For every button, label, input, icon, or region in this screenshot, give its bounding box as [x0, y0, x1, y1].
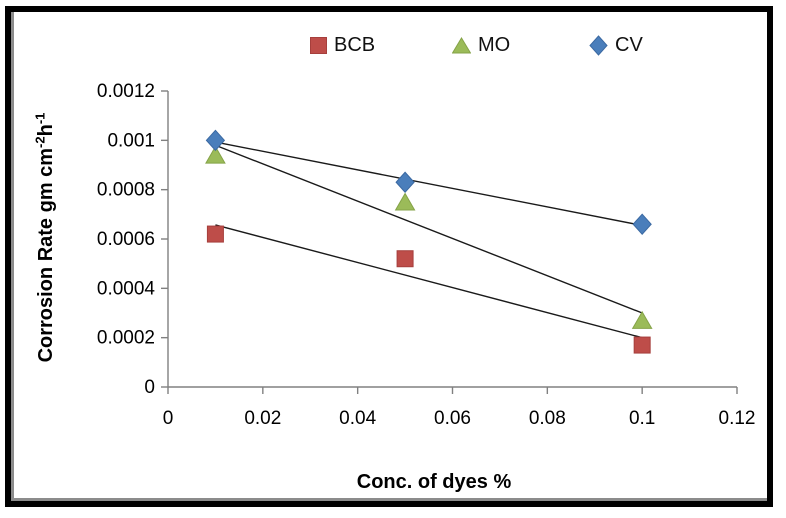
- y-tick-label: 0.001: [107, 130, 155, 151]
- data-point-cv-0.01: [205, 129, 226, 152]
- legend-label-bcb: BCB: [334, 34, 376, 56]
- data-point-cv-0.1: [632, 213, 652, 235]
- y-tick-label: 0.0012: [97, 81, 155, 102]
- legend-item-bcb: BCB: [310, 33, 375, 57]
- data-point-mo-0.01: [205, 145, 226, 164]
- legend-item-mo: MO: [452, 33, 510, 57]
- trendline-cv: [215, 141, 643, 227]
- y-axis-title-superscript: -1: [32, 112, 48, 125]
- x-tick-label: 0.1: [629, 408, 655, 429]
- cv-diamond-icon: [589, 34, 608, 56]
- picture-frame-border: [5, 6, 773, 507]
- x-tick-label: 0.04: [339, 408, 376, 429]
- data-point-bcb-0.01: [206, 225, 224, 243]
- legend-label-mo: MO: [478, 34, 511, 56]
- trendline-bcb: [215, 224, 643, 339]
- trendline-mo: [215, 144, 643, 314]
- x-tick-label: 0.06: [434, 408, 471, 429]
- legend-item-cv: CV: [589, 33, 643, 57]
- data-point-bcb-0.05: [396, 250, 414, 268]
- x-tick-label: 0: [163, 408, 174, 429]
- y-axis-title-superscript: -2: [32, 136, 48, 148]
- y-tick-label: 0.0004: [97, 278, 156, 299]
- y-axis-title: Corrosion Rate gm cm-2h-1: [33, 78, 60, 398]
- y-axis-title-text: h: [35, 124, 58, 137]
- y-tick-label: 0.0006: [97, 229, 155, 250]
- data-point-cv-0.05: [395, 171, 415, 194]
- data-point-mo-0.1: [631, 310, 653, 329]
- bcb-square-icon: [310, 36, 327, 54]
- y-tick-label: 0.0002: [97, 328, 155, 349]
- data-point-mo-0.05: [394, 192, 416, 211]
- x-axis-title: Conc. of dyes %: [356, 471, 512, 493]
- legend-label-cv: CV: [615, 34, 643, 56]
- x-tick-label: 0.12: [719, 408, 756, 429]
- x-tick-label: 0.02: [244, 408, 281, 429]
- data-point-bcb-0.1: [633, 336, 651, 354]
- mo-triangle-icon: [452, 36, 471, 53]
- y-axis-title-text: Corrosion Rate gm cm: [35, 147, 58, 363]
- y-tick-label: 0.0008: [97, 180, 155, 201]
- chart-legend: BCB MO CV: [0, 33, 786, 57]
- x-tick-label: 0.08: [529, 408, 566, 429]
- y-tick-label: 0: [144, 377, 155, 398]
